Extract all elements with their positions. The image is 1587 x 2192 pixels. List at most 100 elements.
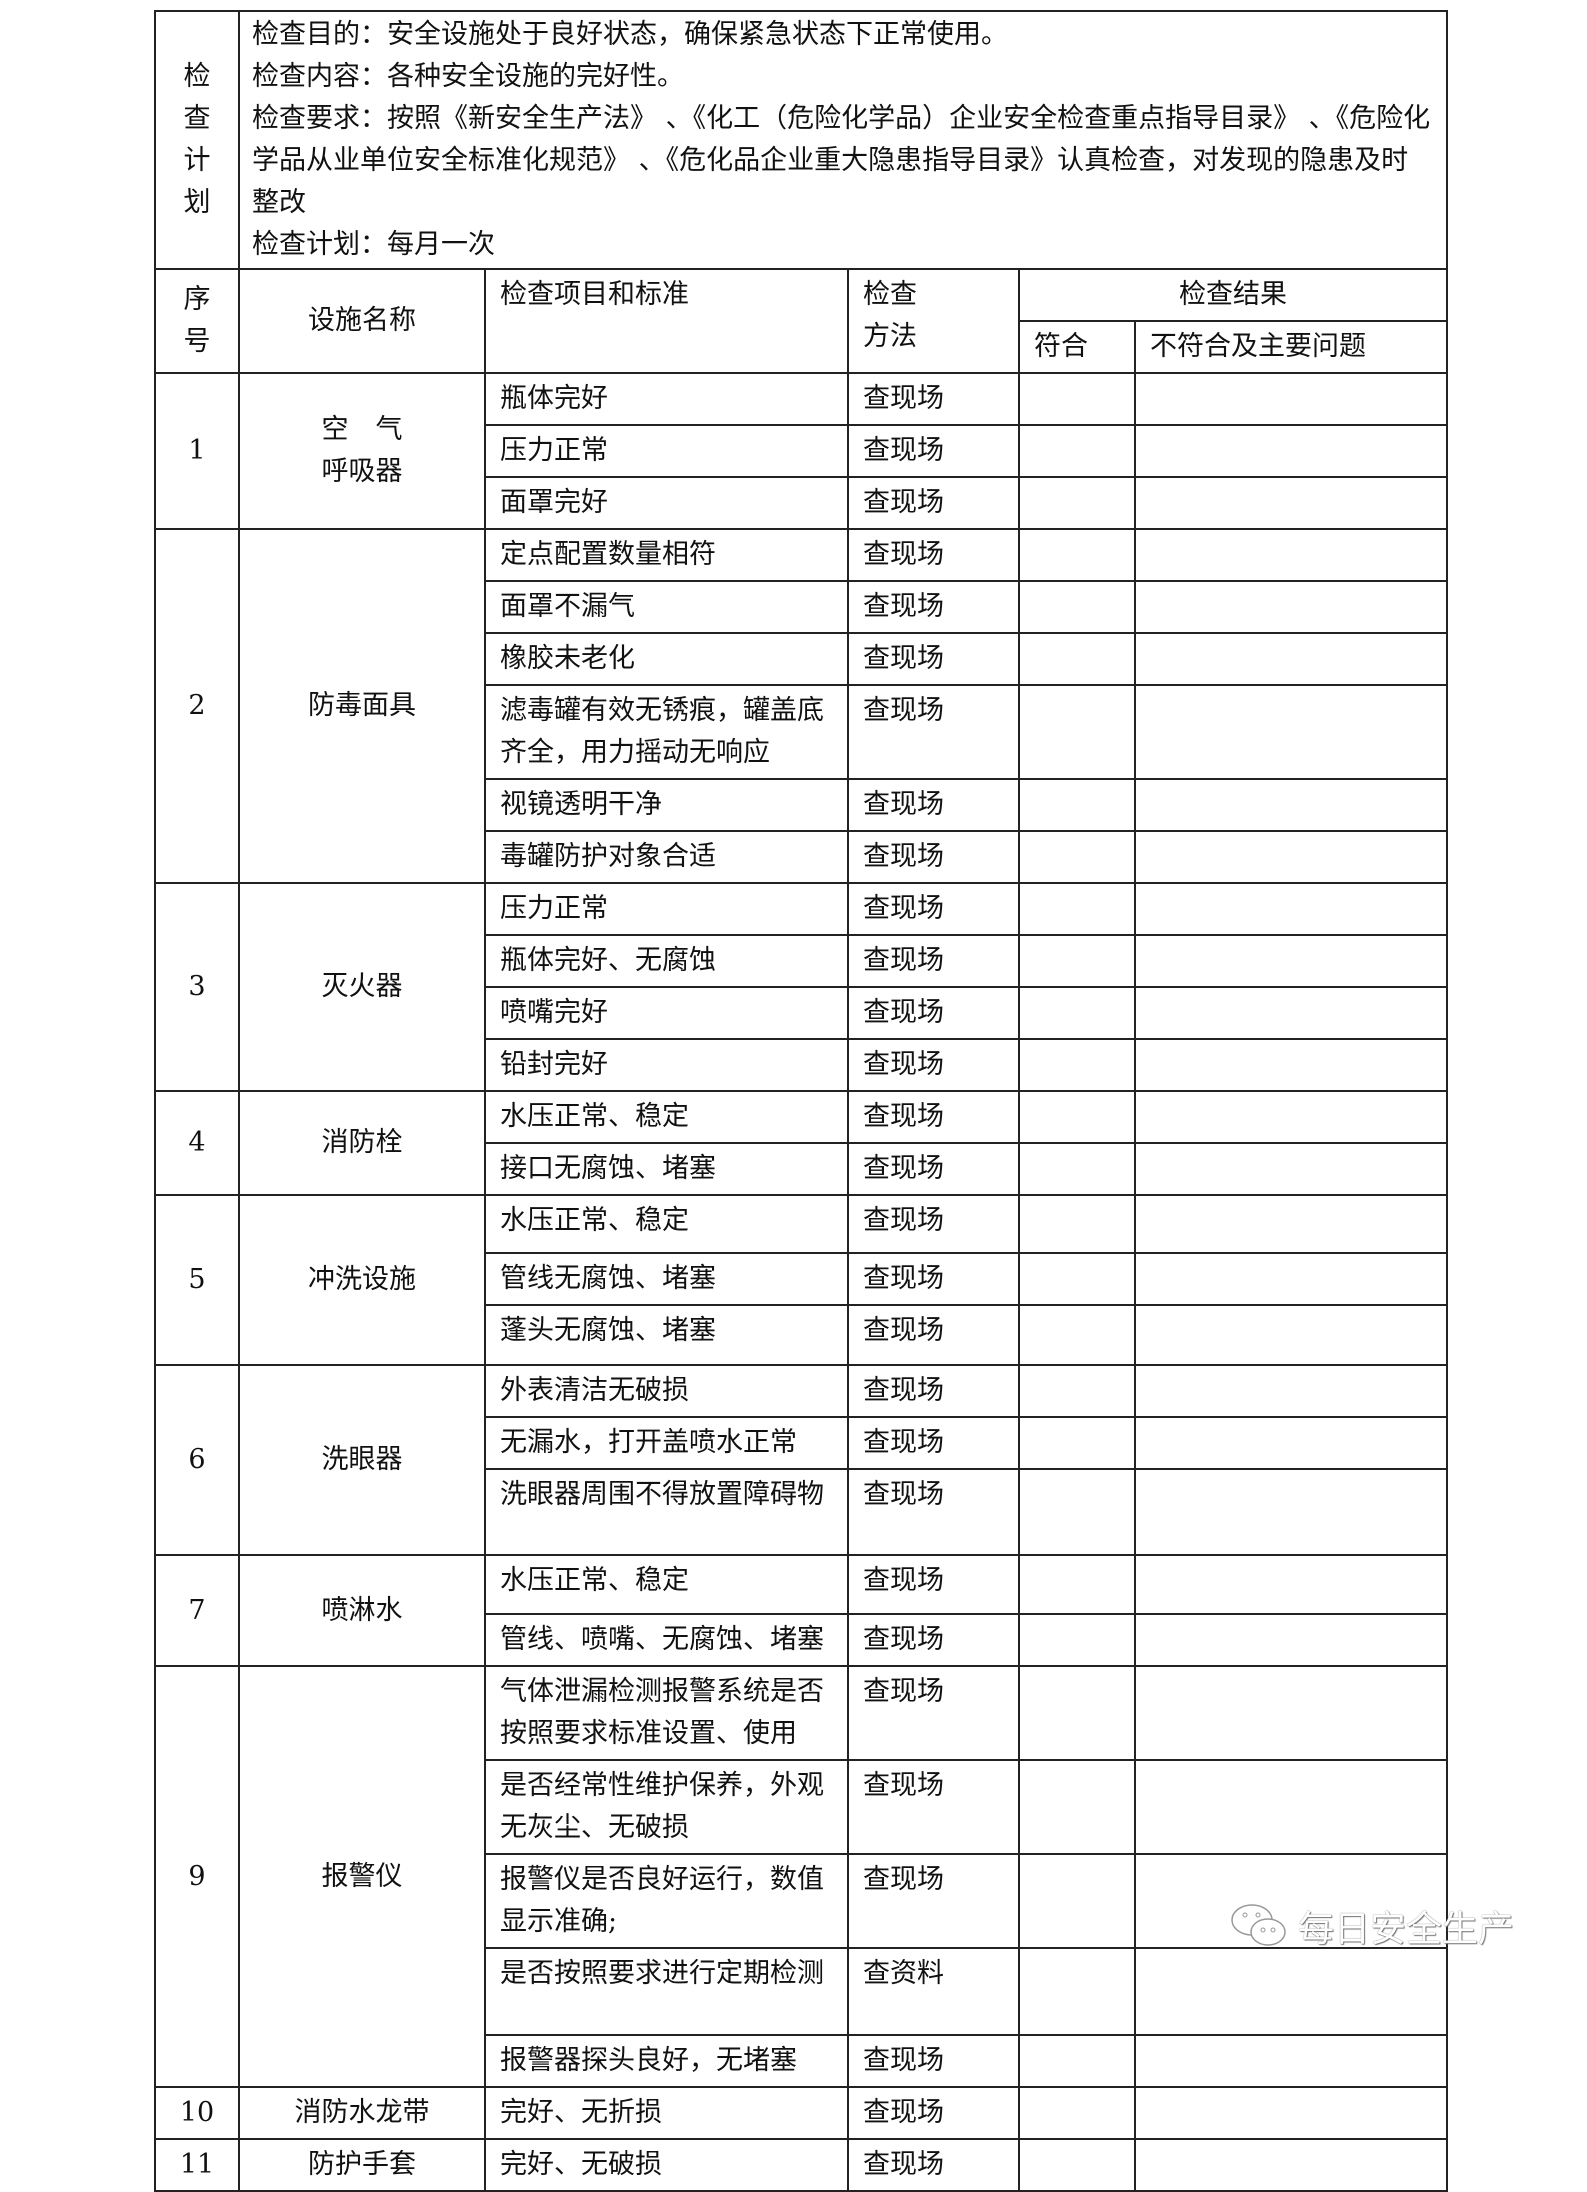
check-item: 面罩完好: [484, 476, 849, 530]
check-method: 查现场: [847, 632, 1020, 686]
check-method: 查现场: [847, 1554, 1020, 1615]
table-row: 面罩完好 查现场: [155, 476, 1449, 530]
table-row: 管线、喷嘴、无腐蚀、堵塞 查现场: [155, 1613, 1449, 1667]
row-seq: 7: [154, 1554, 240, 1667]
table-row: 10 消防水龙带 完好、无折损 查现场: [154, 2086, 1449, 2140]
facility-name: 灭火器: [238, 882, 486, 1092]
table-row: 蓬头无腐蚀、堵塞 查现场: [155, 1304, 1449, 1366]
check-item: 定点配置数量相符: [484, 528, 849, 582]
check-item: 完好、无折损: [484, 2086, 849, 2140]
check-item: 水压正常、稳定: [484, 1090, 849, 1144]
nonconform-cell: [1133, 528, 1449, 582]
check-item: 洗眼器周围不得放置障碍物: [484, 1468, 849, 1556]
conform-cell: [1018, 1665, 1136, 1761]
facility-name: 冲洗设施: [238, 1194, 486, 1366]
nonconform-cell: [1133, 1759, 1449, 1855]
nonconform-cell: [1133, 2138, 1449, 2192]
check-item: 报警仪是否良好运行，数值显示准确;: [484, 1853, 849, 1949]
conform-cell: [1018, 1252, 1136, 1306]
table-row: 滤毒罐有效无锈痕，罐盖底齐全，用力摇动无响应 查现场: [155, 684, 1449, 780]
nonconform-cell: [1133, 934, 1449, 988]
nonconform-cell: [1133, 372, 1449, 426]
table-row: 压力正常 查现场: [155, 424, 1449, 478]
nonconform-cell: [1133, 424, 1449, 478]
table-row: 接口无腐蚀、堵塞 查现场: [155, 1142, 1449, 1196]
nonconform-cell: [1133, 830, 1449, 884]
table-row: 铅封完好 查现场: [155, 1038, 1449, 1092]
table-row: 瓶体完好、无腐蚀 查现场: [155, 934, 1449, 988]
conform-cell: [1018, 372, 1136, 426]
check-item: 压力正常: [484, 882, 849, 936]
table-row: 2 防毒面具 定点配置数量相符 查现场: [154, 528, 1449, 884]
conform-cell: [1018, 684, 1136, 780]
check-method: 查现场: [847, 1304, 1020, 1366]
conform-cell: [1018, 1364, 1136, 1418]
check-method: 查现场: [847, 2034, 1020, 2088]
nonconform-cell: [1133, 778, 1449, 832]
inspection-table: 检查计划 检查目的：安全设施处于良好状态，确保紧急状态下正常使用。 检查内容：各种…: [154, 10, 1449, 2192]
header-seq: 序号: [154, 268, 240, 374]
facility-name: 空 气呼吸器: [238, 372, 486, 530]
nonconform-cell: [1133, 1252, 1449, 1306]
header-row-1: 序号 设施名称 检查项目和标准 检查方法 检查结果: [154, 268, 1449, 374]
conform-cell: [1018, 2034, 1136, 2088]
check-method: 查现场: [847, 684, 1020, 780]
check-item: 完好、无破损: [484, 2138, 849, 2192]
check-method: 查现场: [847, 1364, 1020, 1418]
conform-cell: [1018, 1853, 1136, 1949]
table-row: 4 消防栓 水压正常、稳定 查现场: [154, 1090, 1449, 1196]
table-row: 面罩不漏气 查现场: [155, 580, 1449, 634]
check-item: 视镜透明干净: [484, 778, 849, 832]
check-method: 查现场: [847, 1759, 1020, 1855]
row-seq: 6: [154, 1364, 240, 1556]
conform-cell: [1018, 2086, 1136, 2140]
conform-cell: [1018, 830, 1136, 884]
check-method: 查现场: [847, 1853, 1020, 1949]
check-method: 查现场: [847, 830, 1020, 884]
check-item: 铅封完好: [484, 1038, 849, 1092]
wechat-icon: [1231, 1904, 1286, 1946]
header-name: 设施名称: [238, 268, 486, 374]
check-method: 查现场: [847, 986, 1020, 1040]
nonconform-cell: [1133, 476, 1449, 530]
check-item: 管线、喷嘴、无腐蚀、堵塞: [484, 1613, 849, 1667]
check-item: 瓶体完好、无腐蚀: [484, 934, 849, 988]
check-method: 查现场: [847, 1194, 1020, 1254]
table-row: 视镜透明干净 查现场: [155, 778, 1449, 832]
conform-cell: [1018, 1304, 1136, 1366]
header-row-2: 符合 不符合及主要问题: [155, 320, 1449, 374]
nonconform-cell: [1133, 1665, 1449, 1761]
table-row: 11 防护手套 完好、无破损 查现场: [154, 2138, 1449, 2192]
check-method: 查资料: [847, 1947, 1020, 2036]
conform-cell: [1018, 1554, 1136, 1615]
check-item: 是否经常性维护保养，外观无灰尘、无破损: [484, 1759, 849, 1855]
conform-cell: [1018, 1613, 1136, 1667]
nonconform-cell: [1133, 580, 1449, 634]
check-method: 查现场: [847, 1416, 1020, 1470]
nonconform-cell: [1133, 1304, 1449, 1366]
conform-cell: [1018, 1090, 1136, 1144]
plan-row: 检查计划 检查目的：安全设施处于良好状态，确保紧急状态下正常使用。 检查内容：各种…: [154, 10, 1449, 270]
check-method: 查现场: [847, 528, 1020, 582]
table-row: 毒罐防护对象合适 查现场: [155, 830, 1449, 884]
conform-cell: [1018, 424, 1136, 478]
watermark: 每日安全生产: [1230, 1900, 1514, 1952]
nonconform-cell: [1133, 1416, 1449, 1470]
check-method: 查现场: [847, 1468, 1020, 1556]
header-method: 检查方法: [847, 268, 1020, 374]
check-method: 查现场: [847, 778, 1020, 832]
conform-cell: [1018, 1416, 1136, 1470]
conform-cell: [1018, 476, 1136, 530]
header-method-text: 检查方法: [863, 279, 917, 352]
row-seq: 5: [154, 1194, 240, 1366]
nonconform-cell: [1133, 632, 1449, 686]
facility-name: 报警仪: [238, 1665, 486, 2088]
plan-line: 检查目的：安全设施处于良好状态，确保紧急状态下正常使用。: [252, 19, 1008, 50]
conform-cell: [1018, 580, 1136, 634]
facility-name: 消防水龙带: [238, 2086, 486, 2140]
table-row: 6 洗眼器 外表清洁无破损 查现场: [154, 1364, 1449, 1556]
plan-text: 检查目的：安全设施处于良好状态，确保紧急状态下正常使用。 检查内容：各种安全设施的…: [237, 10, 1449, 270]
check-method: 查现场: [847, 424, 1020, 478]
check-item: 面罩不漏气: [484, 580, 849, 634]
check-item: 外表清洁无破损: [484, 1364, 849, 1418]
